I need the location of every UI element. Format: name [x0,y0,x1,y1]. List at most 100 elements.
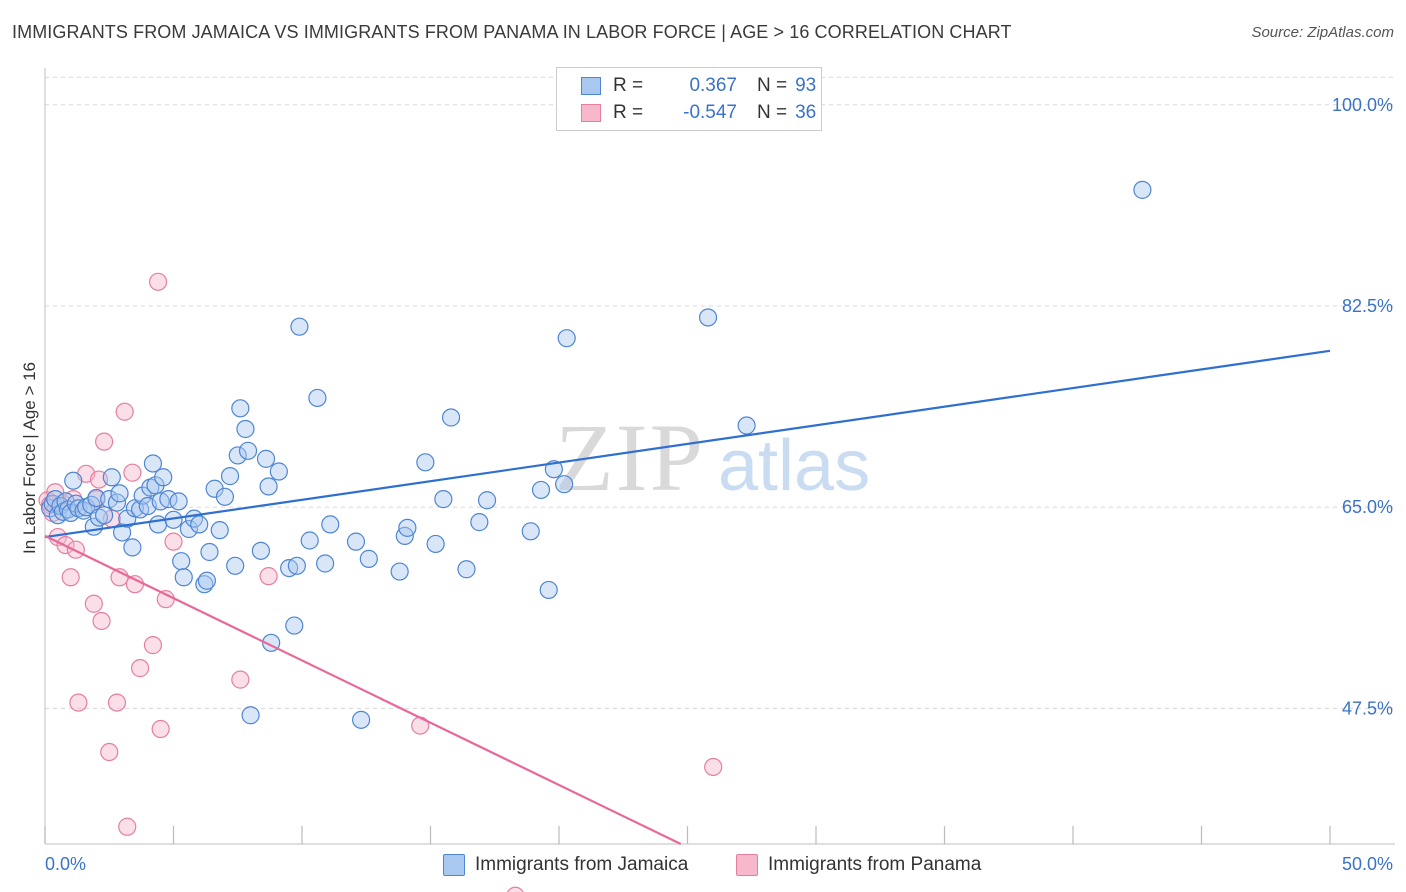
jamaica-point [434,490,453,509]
jamaica-point [321,515,340,534]
jamaica-point [251,541,270,560]
jamaica-point [521,522,540,541]
y-tick-label: 82.5% [1342,296,1393,316]
panama-point [259,567,278,586]
jamaica-point [200,542,219,562]
jamaica-point [470,513,489,532]
jamaica-point [236,419,255,439]
jamaica-point [287,556,306,575]
panama-point [123,463,142,482]
legend-r-value: -0.547 [683,102,737,123]
jamaica-point [112,523,132,542]
correlation-legend: R = 0.367 N = 93 R = -0.547 N = 36 [556,67,822,131]
jamaica-point [531,480,551,500]
panama-point [84,594,103,613]
panama-point [143,636,163,655]
jamaica-point [269,462,288,481]
jamaica-point [174,568,193,587]
y-axis-label: In Labor Force | Age > 16 [20,362,39,554]
panama-point [61,568,80,587]
panama-point [125,575,145,594]
panama-point [95,432,114,451]
x-tick-label: 0.0% [45,854,86,874]
jamaica-point [308,388,327,408]
jamaica-point [555,475,574,494]
panama-trend-line [44,534,682,845]
jamaica-point [190,515,209,534]
jamaica-point [123,538,142,557]
jamaica-point [359,549,378,568]
jamaica-point [290,317,309,336]
jamaica-point [179,519,199,539]
legend-row-panama: R = -0.547 N = 36 [581,101,816,125]
jamaica-point [154,468,173,487]
watermark-zip: ZIP [555,404,705,511]
legend-n-label: N = [757,75,788,96]
jamaica-point [215,487,234,506]
jamaica-point [259,477,278,496]
panama-point [231,670,250,689]
source-credit: Source: ZipAtlas.com [1251,24,1394,41]
jamaica-point [256,449,276,468]
legend-swatch-jamaica [581,77,601,95]
jamaica-point [210,521,229,540]
jamaica-trend-line [44,349,1331,539]
y-tick-label: 65.0% [1342,497,1393,517]
jamaica-point [352,710,371,729]
jamaica-point [231,399,250,418]
bottom-legend-jamaica: Immigrants from Jamaica [443,852,688,878]
jamaica-point [300,531,319,550]
jamaica-point [426,534,445,554]
panama-point [156,590,175,609]
jamaica-point [346,532,366,551]
jamaica-point [64,471,83,490]
y-tick-label: 47.5% [1342,698,1393,718]
bottom-legend-panama: Immigrants from Panama [736,852,981,878]
jamaica-point [238,441,258,460]
x-tick-labels: 0.0% 50.0% [45,854,1393,874]
legend-r-label: R = [613,102,644,123]
jamaica-point [477,491,497,510]
panama-point [704,757,723,777]
jamaica-point [228,446,247,465]
jamaica-point [441,408,461,427]
jamaica-point [398,518,417,537]
bottom-legend-label-panama: Immigrants from Panama [768,854,982,875]
panama-point [118,817,137,836]
jamaica-point [285,616,304,635]
panama-point [92,611,111,631]
panama-point [130,659,150,678]
jamaica-point [316,554,335,573]
jamaica-point [169,492,188,511]
trend-lines [44,349,1331,845]
jamaica-point [95,506,114,525]
jamaica-point [148,515,168,534]
jamaica-point [457,560,476,579]
panama-point [507,886,524,892]
watermark-atlas: atlas [718,426,870,506]
jamaica-point [390,562,409,581]
panama-point [69,693,88,712]
legend-n-value: 36 [795,102,817,123]
grid-lines [45,76,1395,709]
y-tick-labels: 47.5% 65.0% 82.5% 100.0% [1332,95,1393,719]
series-jamaica-points [41,180,1152,729]
jamaica-point [737,416,756,435]
jamaica-point [1133,180,1152,199]
legend-row-jamaica: R = 0.367 N = 93 [581,74,816,98]
jamaica-point [87,488,106,508]
legend-n-label: N = [757,102,788,123]
jamaica-point [698,308,718,327]
legend-r-value: 0.367 [689,75,737,96]
panama-point [115,402,134,421]
legend-n-value: 93 [795,75,817,96]
jamaica-point [220,467,240,486]
bottom-legend-swatch-panama [736,854,758,876]
jamaica-point [195,575,214,594]
panama-point [151,719,170,739]
panama-point [107,693,127,712]
jamaica-point [226,556,245,575]
y-tick-label: 100.0% [1332,95,1393,115]
jamaica-point [557,329,576,348]
